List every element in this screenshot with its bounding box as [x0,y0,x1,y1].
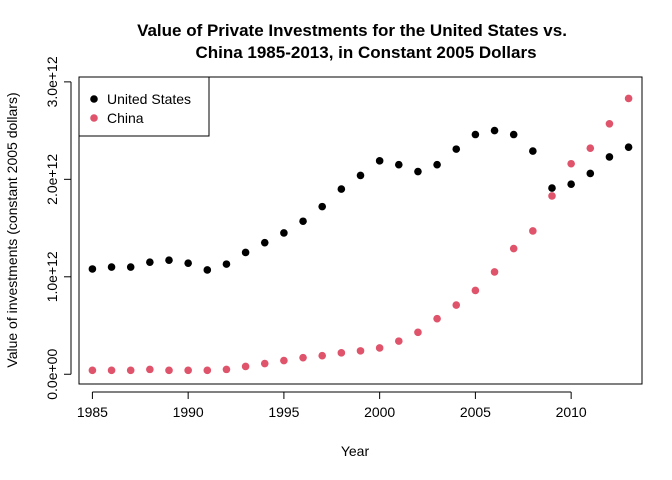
point-china [337,349,346,357]
point-united-states [126,263,135,271]
point-united-states [548,184,556,192]
point-china [299,353,307,362]
point-united-states [337,185,346,193]
chart-title-line-2: China 1985-2013, in Constant 2005 Dollar… [195,43,536,62]
y-tick-label: 3.0e+12 [44,56,60,107]
y-tick-label: 0.0e+00 [44,349,60,400]
point-china [107,366,116,375]
point-china [222,365,231,374]
legend-marker-china [90,114,98,122]
point-united-states [203,266,212,274]
x-tick-label: 1985 [77,404,108,420]
plot-frame [78,76,643,385]
point-china [146,365,154,374]
legend-label-united-states: United States [107,91,191,107]
chart-title-line-1: Value of Private Investments for the Uni… [137,21,567,40]
data-points [88,94,633,375]
point-china [414,328,422,337]
x-tick-label: 1990 [173,404,204,420]
point-china [529,227,537,235]
point-united-states [414,167,422,176]
point-china [375,344,384,352]
point-china [356,347,365,355]
point-china [567,159,575,168]
legend-marker-united-states [90,95,98,103]
point-united-states [586,169,595,178]
point-united-states [280,229,288,237]
point-united-states [433,160,441,169]
x-tick-label: 2010 [556,404,587,420]
point-united-states [394,160,403,169]
point-china [394,337,403,345]
x-tick-label: 1995 [268,404,299,420]
point-china [548,192,556,200]
x-tick-label: 2000 [364,404,395,420]
y-axis: 0.0e+00 1.0e+12 2.0e+12 3.0e+12 [44,56,72,400]
y-tick-label: 1.0e+12 [44,251,60,302]
point-china [203,366,212,375]
point-united-states [509,130,518,139]
x-tick-label: 2005 [460,404,491,420]
point-china [318,351,327,360]
point-united-states [375,157,384,165]
point-united-states [529,147,537,155]
point-china [165,366,173,375]
point-united-states [605,153,614,161]
point-china [433,314,441,323]
y-axis-label: Value of investments (constant 2005 doll… [4,92,20,367]
point-united-states [356,171,365,180]
point-united-states [241,248,250,257]
legend-box [78,76,210,137]
point-united-states [490,126,499,135]
point-china [126,366,135,375]
point-united-states [107,263,116,271]
point-china [241,362,250,371]
point-china [184,366,192,375]
point-china [260,359,269,368]
legend: United States China [78,76,210,137]
point-china [88,366,97,375]
point-united-states [299,217,307,226]
point-united-states [184,259,192,267]
point-united-states [88,265,97,273]
point-china [624,94,633,103]
point-china [509,244,518,253]
point-china [280,356,288,365]
point-china [452,301,461,309]
point-united-states [567,180,575,189]
x-axis: 1985 1990 1995 2000 2005 2010 [77,391,587,420]
point-united-states [471,130,480,139]
point-united-states [318,202,327,211]
point-china [490,268,499,276]
y-tick-label: 2.0e+12 [44,154,60,205]
point-united-states [165,256,173,265]
point-united-states [624,143,633,151]
point-china [586,144,595,152]
point-china [605,119,614,128]
point-united-states [222,260,231,268]
point-united-states [146,258,154,266]
legend-label-china: China [107,110,144,126]
point-united-states [452,145,461,153]
point-united-states [260,238,269,247]
x-axis-label: Year [341,443,370,459]
point-china [471,286,480,295]
